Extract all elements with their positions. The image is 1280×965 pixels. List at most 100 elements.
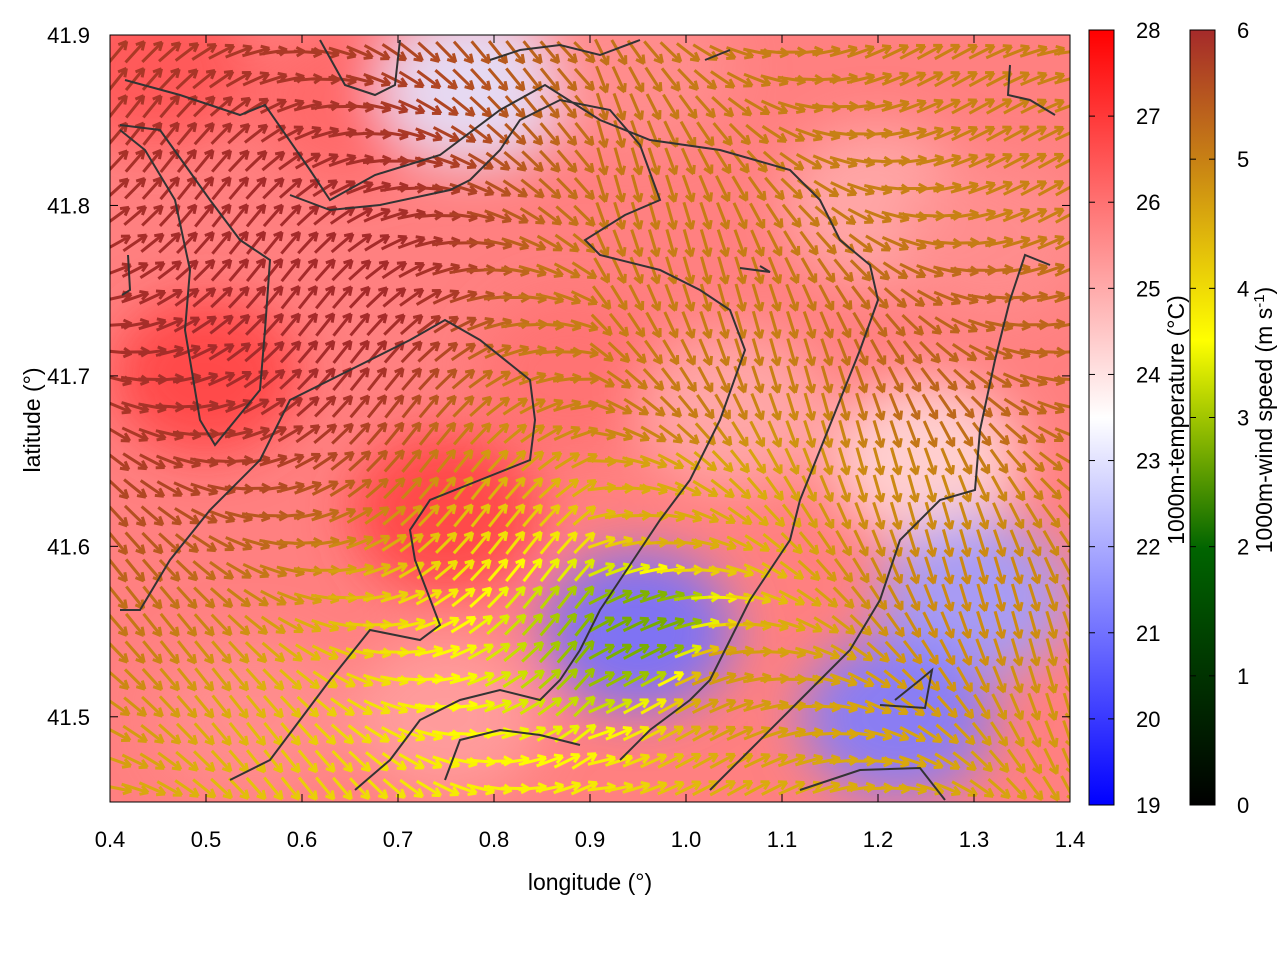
wind-arrow bbox=[820, 338, 834, 367]
wind-arrow bbox=[242, 426, 271, 440]
wind-arrow bbox=[763, 504, 786, 528]
wind-arrow bbox=[588, 562, 616, 578]
x-tick-label: 0.6 bbox=[287, 827, 318, 852]
wind-arrow bbox=[401, 421, 422, 446]
wind-arrow bbox=[682, 256, 696, 285]
wind-arrow bbox=[954, 394, 975, 419]
wind-arrow bbox=[881, 71, 910, 86]
wind-arrow bbox=[227, 313, 251, 336]
wind-arrow bbox=[985, 345, 1014, 360]
wind-arrow bbox=[958, 583, 972, 612]
wind-arrow bbox=[466, 210, 496, 223]
wind-arrow bbox=[124, 531, 146, 555]
wind-arrow bbox=[743, 780, 771, 797]
wind-arrow bbox=[297, 722, 319, 746]
wind-arrow bbox=[110, 756, 132, 769]
wind-arrow bbox=[726, 780, 754, 797]
wind-arrow bbox=[778, 780, 806, 796]
wind-arrow bbox=[246, 230, 267, 255]
wind-arrow bbox=[110, 670, 130, 690]
wind-arrow bbox=[1019, 235, 1048, 250]
wind-arrow bbox=[846, 701, 876, 714]
wind-arrow bbox=[916, 98, 944, 114]
wind-arrow bbox=[607, 341, 631, 364]
wind-arrow bbox=[110, 728, 132, 742]
wind-arrow bbox=[605, 643, 633, 661]
wind-arrow bbox=[780, 532, 803, 555]
wind-arrow bbox=[211, 176, 232, 201]
wind-arrow bbox=[315, 776, 336, 801]
wind-arrow bbox=[1041, 503, 1061, 529]
wind-arrow bbox=[123, 205, 148, 226]
wind-arrow bbox=[211, 640, 232, 665]
wind-arrow bbox=[837, 474, 852, 503]
wind-arrow bbox=[835, 311, 852, 339]
wind-arrow bbox=[885, 313, 906, 337]
wind-arrow bbox=[1054, 240, 1070, 251]
wind-arrow bbox=[639, 616, 668, 632]
wind-arrow bbox=[832, 586, 855, 609]
wind-arrow bbox=[518, 265, 547, 278]
wind-arrow bbox=[749, 202, 766, 230]
wind-arrow bbox=[731, 421, 749, 448]
wind-arrow bbox=[1028, 638, 1041, 667]
wind-arrow bbox=[665, 201, 678, 231]
temperature-sample bbox=[475, 295, 666, 456]
wind-arrow bbox=[537, 206, 563, 226]
wind-arrow bbox=[993, 638, 1007, 667]
wind-arrow bbox=[957, 638, 973, 666]
wind-colorbar-ticks: 0 1 2 3 4 5 6 bbox=[1190, 18, 1249, 818]
wind-arrow bbox=[574, 639, 595, 664]
wind-arrow bbox=[958, 611, 972, 640]
wind-arrow bbox=[935, 723, 960, 745]
wind-arrow bbox=[520, 669, 545, 689]
wind-arrow bbox=[778, 126, 806, 142]
wind-arrow bbox=[916, 753, 944, 770]
wind-arrow bbox=[297, 339, 319, 364]
wind-arrow bbox=[261, 641, 286, 663]
wind-arrow bbox=[969, 779, 995, 798]
wind-arrow bbox=[917, 724, 943, 744]
wind-arrow bbox=[209, 560, 235, 580]
wind-arrow bbox=[382, 778, 407, 799]
wind-arrow bbox=[210, 749, 233, 773]
wind-arrow bbox=[415, 262, 443, 277]
wind-arrow bbox=[623, 671, 650, 688]
wind-arrow bbox=[121, 262, 149, 278]
wind-arrow bbox=[645, 311, 662, 339]
wind-arrow bbox=[786, 392, 799, 422]
wind-arrow bbox=[610, 39, 628, 66]
wind-arrow bbox=[227, 149, 250, 173]
wind-arrow bbox=[830, 643, 857, 661]
wind-arrow bbox=[434, 69, 459, 90]
temperature-colorbar-gradient bbox=[1088, 29, 1115, 806]
wind-arrow bbox=[245, 694, 267, 719]
wind-arrow bbox=[640, 425, 667, 443]
wind-arrow bbox=[989, 448, 1009, 474]
wind-arrow bbox=[934, 43, 961, 61]
x-tick-label: 0.4 bbox=[95, 827, 126, 852]
wind-arrow bbox=[608, 312, 630, 338]
wind-arrow bbox=[174, 779, 200, 798]
wind-arrow bbox=[556, 177, 579, 200]
wind-arrow bbox=[313, 231, 337, 254]
colorbar-tick-label: 6 bbox=[1237, 18, 1249, 43]
wind-arrow bbox=[941, 583, 955, 612]
wind-arrow bbox=[610, 284, 628, 311]
wind-arrow bbox=[245, 667, 267, 692]
contour-line bbox=[799, 766, 946, 801]
wind-arrow bbox=[123, 696, 148, 717]
wind-arrow bbox=[1044, 583, 1059, 612]
wind-arrow bbox=[502, 179, 529, 198]
wind-arrow bbox=[380, 590, 409, 603]
wind-arrow bbox=[606, 370, 632, 389]
wind-arrows bbox=[110, 38, 1070, 802]
wind-arrow bbox=[936, 695, 958, 719]
contour-line bbox=[121, 254, 132, 296]
wind-arrow bbox=[917, 315, 943, 335]
wind-arrow bbox=[294, 126, 322, 141]
wind-arrow bbox=[764, 476, 784, 502]
wind-arrow bbox=[332, 312, 353, 337]
wind-arrow bbox=[623, 397, 650, 416]
wind-arrow bbox=[677, 394, 699, 419]
